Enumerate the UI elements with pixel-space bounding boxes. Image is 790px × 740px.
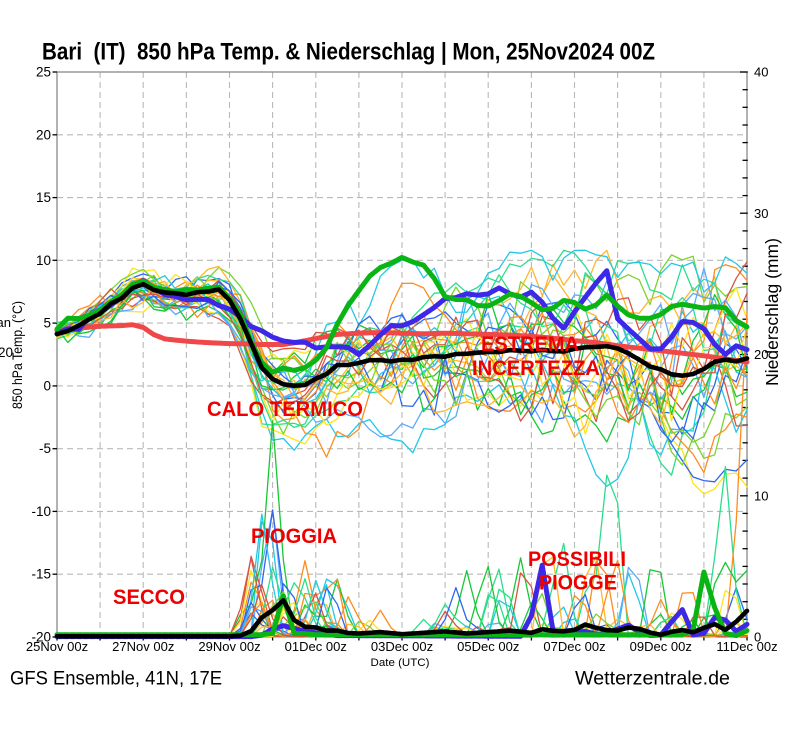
svg-text:0: 0: [754, 630, 761, 645]
svg-text:40: 40: [754, 65, 768, 80]
svg-text:20: 20: [36, 127, 51, 142]
svg-text:850 hPa Temp. (°C): 850 hPa Temp. (°C): [10, 301, 25, 409]
svg-text:20: 20: [0, 345, 13, 360]
svg-text:-5: -5: [39, 441, 51, 456]
svg-text:29Nov 00z: 29Nov 00z: [198, 639, 260, 654]
svg-text:Niederschlag (mm): Niederschlag (mm): [762, 238, 782, 386]
svg-text:Wetterzentrale.de: Wetterzentrale.de: [575, 668, 730, 690]
svg-text:0: 0: [43, 378, 51, 393]
svg-text:25Nov 00z: 25Nov 00z: [26, 639, 88, 654]
svg-text:05Dec 00z: 05Dec 00z: [457, 639, 519, 654]
svg-text:10: 10: [36, 253, 51, 268]
svg-text:GFS Ensemble, 41N, 17E: GFS Ensemble, 41N, 17E: [10, 668, 222, 690]
svg-text:INCERTEZZA: INCERTEZZA: [472, 357, 600, 380]
svg-text:25: 25: [36, 65, 51, 80]
svg-text:PIOGGE: PIOGGE: [539, 572, 617, 595]
svg-text:07Dec 00z: 07Dec 00z: [543, 639, 605, 654]
svg-text:01Dec 00z: 01Dec 00z: [285, 639, 347, 654]
svg-text:PIOGGIA: PIOGGIA: [251, 525, 337, 548]
svg-text:an: an: [0, 315, 11, 330]
svg-text:5: 5: [43, 316, 51, 331]
svg-text:09Dec 00z: 09Dec 00z: [630, 639, 692, 654]
svg-text:27Nov 00z: 27Nov 00z: [112, 639, 174, 654]
svg-text:CALO TERMICO: CALO TERMICO: [207, 398, 363, 421]
svg-text:-15: -15: [31, 567, 51, 582]
svg-text:-10: -10: [31, 504, 51, 519]
svg-text:-20: -20: [31, 630, 51, 645]
svg-text:Date (UTC): Date (UTC): [371, 657, 430, 669]
svg-text:POSSIBILI: POSSIBILI: [528, 548, 626, 571]
svg-text:11Dec 00z: 11Dec 00z: [716, 639, 777, 654]
svg-text:15: 15: [36, 190, 51, 205]
svg-text:20: 20: [754, 347, 768, 362]
svg-text:Bari (IT) 850 hPa Temp. & Ni: Bari (IT) 850 hPa Temp. & Niederschlag |…: [42, 39, 655, 66]
svg-text:03Dec 00z: 03Dec 00z: [371, 639, 433, 654]
svg-text:SECCO: SECCO: [113, 586, 185, 609]
svg-text:ESTREMA: ESTREMA: [481, 333, 579, 356]
svg-text:10: 10: [754, 488, 768, 503]
svg-text:30: 30: [754, 206, 768, 221]
